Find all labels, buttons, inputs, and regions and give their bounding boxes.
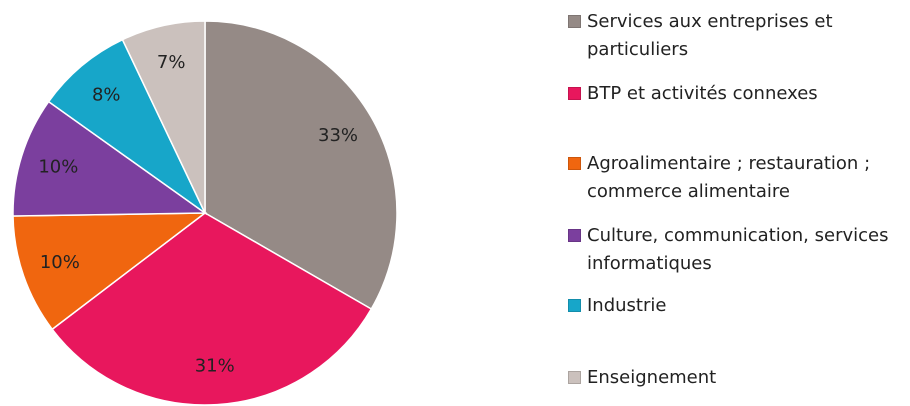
data-label: 10%: [40, 252, 80, 273]
legend-item: Culture, communication, services informa…: [568, 222, 908, 278]
legend-item: Agroalimentaire ; restauration ; commerc…: [568, 150, 908, 206]
legend-label: BTP et activités connexes: [587, 83, 818, 104]
legend-swatch: [568, 371, 581, 384]
legend-label: Culture, communication, services informa…: [587, 225, 889, 274]
legend-swatch: [568, 15, 581, 28]
pie-slice: [47, 38, 207, 216]
pie-slice: [12, 100, 208, 217]
legend-item: Enseignement: [568, 364, 908, 392]
legend-swatch: [568, 157, 581, 170]
pie-slice: [204, 20, 398, 311]
pie-slice: [121, 20, 206, 214]
legend-item: Services aux entreprises et particuliers: [568, 8, 908, 64]
legend-swatch: [568, 299, 581, 312]
data-label: 33%: [318, 125, 358, 146]
pie-slice: [51, 212, 373, 406]
data-label: 31%: [195, 355, 235, 376]
legend-item: Industrie: [568, 292, 908, 320]
legend-swatch: [568, 229, 581, 242]
data-label: 10%: [38, 156, 78, 177]
legend-item: BTP et activités connexes: [568, 80, 908, 108]
pie-area: 33% 31% 10% 10% 8% 7%: [12, 20, 398, 406]
data-label: 8%: [92, 84, 121, 105]
legend-swatch: [568, 87, 581, 100]
legend-label: Agroalimentaire ; restauration ; commerc…: [587, 153, 871, 202]
legend-label: Enseignement: [587, 367, 717, 388]
legend-label: Services aux entreprises et particuliers: [587, 11, 833, 60]
data-label: 7%: [157, 52, 186, 73]
legend-label: Industrie: [587, 295, 667, 316]
pie-slice: [12, 212, 208, 331]
